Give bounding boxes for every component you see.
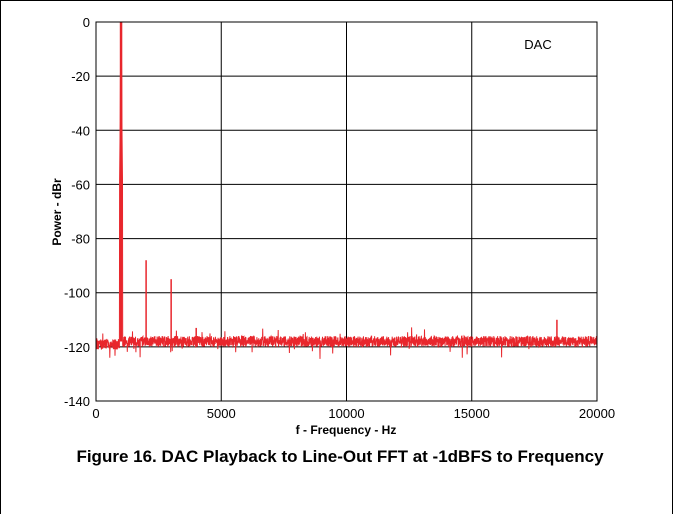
y-tick-label-4: -80 <box>71 232 90 247</box>
x-tick-label-1: 5000 <box>207 406 236 421</box>
y-tick-label-7: -140 <box>64 394 90 409</box>
x-tick-label-4: 20000 <box>579 406 615 421</box>
y-tick-label-6: -120 <box>64 340 90 355</box>
harmonic-peaks <box>119 22 558 342</box>
x-axis-label: f - Frequency - Hz <box>296 423 397 437</box>
x-tick-label-2: 10000 <box>328 406 364 421</box>
y-tick-label-0: 0 <box>83 15 90 30</box>
y-axis-label: Power - dBr <box>50 178 64 246</box>
frame-top-border <box>0 0 673 1</box>
y-tick-label-2: -40 <box>71 123 90 138</box>
y-tick-label-5: -100 <box>64 286 90 301</box>
y-tick-label-1: -20 <box>71 69 90 84</box>
plot-border <box>95 21 598 402</box>
x-tick-label-0: 0 <box>92 406 99 421</box>
x-tick-label-3: 15000 <box>454 406 490 421</box>
fft-chart: 0 -20 -40 -60 -80 -100 -120 -140 0 5000 10000 1500… <box>50 15 615 437</box>
y-tick-label-3: -60 <box>71 177 90 192</box>
frame-left-border <box>0 0 1 514</box>
series-line <box>95 21 598 359</box>
y-tick-labels: 0 -20 -40 -60 -80 -100 -120 -140 <box>64 15 90 409</box>
chart-annotation: DAC <box>524 37 551 52</box>
x-tick-labels: 0 5000 10000 15000 20000 <box>92 406 615 421</box>
figure-caption: Figure 16. DAC Playback to Line-Out FFT … <box>76 447 604 466</box>
